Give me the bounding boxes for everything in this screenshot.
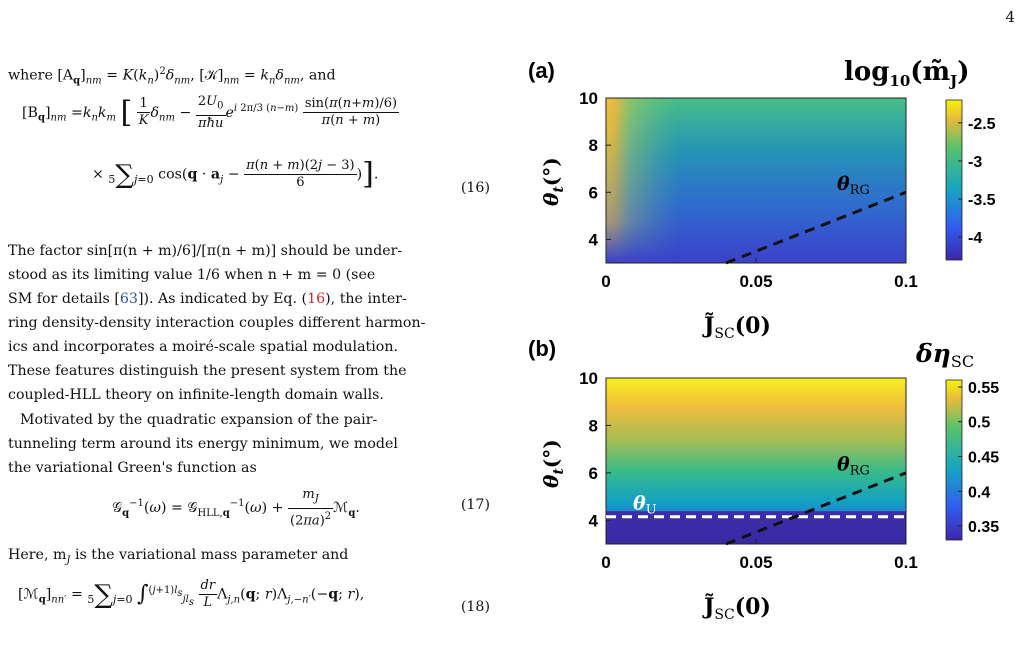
- panel-b-colorbar-ticks: 0.55 0.5 0.45 0.4 0.35: [958, 380, 999, 536]
- panel-a-cbtick-label: -4: [968, 230, 982, 247]
- para1-line2: stood as its limiting value 1/6 when n +…: [8, 267, 376, 283]
- para1-line4: ring density-density interaction couples…: [8, 315, 426, 331]
- panel-a-xtick-label: 0.1: [894, 272, 918, 291]
- para1-line7: coupled-HLL theory on infinite-length do…: [8, 387, 384, 403]
- panel-b-cbtick-label: 0.5: [968, 415, 990, 432]
- panel-b-colorbar-title: δηSC: [915, 339, 974, 371]
- panel-a-ytick-label: 10: [579, 89, 598, 108]
- panel-a-colorbar: [945, 99, 963, 261]
- panel-a-cbtick-label: -2.5: [968, 116, 996, 133]
- panel-a-xtick-label: 0: [601, 272, 610, 291]
- panel-b-ylabel: θt(°): [539, 439, 567, 488]
- equation-18: [ℳq]nn′ = 5∑j=0 ∫(j+1)lsjls dr L Λj,n(q; r…: [18, 578, 365, 610]
- panel-a-axes: 4 6 8 10 0 0.05 0.1: [579, 89, 918, 291]
- panel-b-ytick-label: 8: [589, 416, 598, 435]
- panel-b-xtick-label: 0: [601, 553, 610, 572]
- text-column: where [Aq]nm = K(kn)2δnm, [𝒦]nm = knδnm,…: [0, 0, 500, 655]
- panel-b-ytick-label: 6: [589, 464, 598, 483]
- citation-link[interactable]: 63: [119, 291, 138, 307]
- panel-b-ytick-label: 10: [579, 369, 598, 388]
- panel-a-ytick-label: 8: [589, 136, 598, 155]
- panel-a-ytick-label: 4: [589, 230, 599, 249]
- intro-line: where [Aq]nm = K(kn)2δnm, [𝒦]nm = knδnm,…: [8, 66, 336, 87]
- equation-16-number: (16): [460, 180, 490, 196]
- panel-a-xtick-label: 0.05: [739, 272, 772, 291]
- panel-b-xtick-label: 0.1: [894, 553, 918, 572]
- para2-line1: Motivated by the quadratic expansion of …: [20, 412, 378, 428]
- para1-line6: These features distinguish the present s…: [8, 363, 407, 379]
- panel-b-colorbar: [945, 379, 963, 541]
- panel-b-rg-line: [725, 471, 907, 546]
- panel-b-label: (b): [528, 336, 556, 361]
- equation-17-number: (17): [460, 497, 490, 513]
- panel-b-ytick-label: 4: [589, 511, 599, 530]
- panel-a-heatmap: [605, 97, 907, 264]
- para1-line1: The factor sin[π(n + m)/6]/[π(n + m)] sh…: [8, 243, 403, 259]
- equation-17: 𝒢q−1(ω) = 𝒢HLL,q−1(ω) + mJ (2πa)2 ℳq.: [112, 487, 360, 528]
- panel-b-xtick-label: 0.05: [739, 553, 772, 572]
- panel-b-cbtick-label: 0.4: [968, 484, 990, 501]
- panel-b-cbtick-label: 0.45: [968, 450, 999, 467]
- panel-b-xlabel: J̃SC(0): [702, 594, 771, 623]
- figure: (a) log10(m̃J) θRG 4 6 8 10 0 0.05 0.1 θt(°) J…: [500, 20, 1029, 650]
- panel-a-rg-line: [725, 190, 907, 265]
- para3-line: Here, mJ is the variational mass paramet…: [8, 547, 349, 566]
- equation-ref-link[interactable]: 16: [307, 291, 326, 307]
- panel-a-ytick-label: 6: [589, 183, 598, 202]
- panel-b-heatmap: [605, 377, 907, 545]
- panel-a-colorbar-ticks: -2.5 -3 -3.5 -4: [958, 116, 996, 247]
- para2-line3: the variational Green's function as: [8, 460, 257, 476]
- para1-line5: ics and incorporates a moiré-scale spati…: [8, 339, 398, 355]
- panel-a-label: (a): [528, 58, 555, 83]
- equation-18-number: (18): [460, 599, 490, 615]
- panel-a-cbtick-label: -3: [968, 154, 982, 171]
- panel-b-cbtick-label: 0.55: [968, 380, 999, 397]
- equation-16-line2: × 5∑j=0 cos(q · aj − π(n + m)(2j − 3) 6)]…: [92, 156, 379, 192]
- para1-line3: SM for details [63]). As indicated by Eq…: [8, 291, 407, 307]
- panel-a-ylabel: θt(°): [539, 157, 567, 206]
- para2-line2: tunneling term around its energy minimum…: [8, 436, 398, 452]
- panel-b-cbtick-label: 0.35: [968, 519, 999, 536]
- panel-a-xlabel: J̃SC(0): [702, 313, 771, 342]
- panel-b-axes: 4 6 8 10 0 0.05 0.1: [579, 369, 918, 572]
- panel-a-colorbar-title: log10(m̃J): [844, 57, 970, 90]
- page-number: 4: [1005, 8, 1015, 26]
- panel-a-cbtick-label: -3.5: [968, 192, 996, 209]
